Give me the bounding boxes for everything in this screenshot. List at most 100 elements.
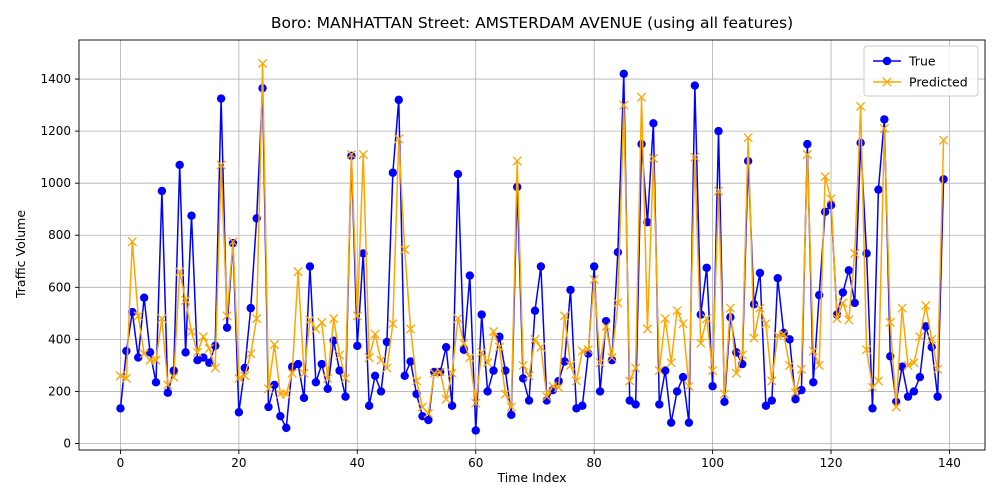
- data-point: [488, 326, 499, 337]
- x-tick-label: 100: [701, 456, 724, 470]
- chart-title: Boro: MANHATTAN Street: AMSTERDAM AVENUE…: [271, 14, 793, 32]
- data-point: [405, 324, 416, 334]
- data-point: [370, 329, 380, 339]
- data-point: [139, 293, 149, 302]
- data-point: [323, 384, 332, 394]
- data-point: [128, 307, 137, 317]
- data-point: [666, 358, 676, 368]
- data-point: [784, 360, 795, 371]
- data-point: [559, 311, 570, 321]
- data-point: [234, 373, 244, 384]
- data-point: [678, 372, 688, 382]
- data-point: [542, 396, 552, 405]
- data-point: [411, 376, 422, 386]
- data-point: [145, 348, 155, 357]
- data-point: [708, 382, 717, 391]
- x-tick-label: 20: [231, 456, 246, 470]
- data-point: [459, 338, 469, 348]
- data-point: [465, 271, 475, 280]
- data-point: [430, 367, 439, 377]
- data-point: [850, 248, 860, 259]
- data-point: [636, 92, 647, 102]
- data-point: [471, 426, 480, 435]
- data-point: [630, 363, 641, 373]
- y-tick-label: 1400: [40, 72, 71, 86]
- data-point: [276, 411, 285, 421]
- data-point: [672, 387, 682, 396]
- data-point: [915, 332, 925, 342]
- data-point: [548, 381, 558, 391]
- data-point: [281, 389, 291, 399]
- data-point: [151, 378, 161, 387]
- data-point: [873, 376, 884, 386]
- data-point: [335, 366, 344, 375]
- data-point: [939, 175, 948, 184]
- data-point: [341, 392, 350, 401]
- data-point: [530, 334, 540, 345]
- data-point: [536, 262, 546, 271]
- data-point: [506, 402, 516, 412]
- x-tick-label: 140: [938, 456, 961, 470]
- x-axis-label: Time Index: [497, 470, 567, 485]
- x-tick-label: 80: [587, 456, 602, 470]
- data-point: [115, 371, 126, 381]
- data-point: [755, 303, 765, 313]
- data-point: [477, 347, 487, 358]
- data-point: [305, 262, 315, 271]
- data-point: [820, 172, 830, 182]
- data-point: [844, 266, 854, 275]
- data-point: [672, 306, 682, 316]
- data-point: [589, 262, 599, 271]
- data-point: [578, 401, 587, 410]
- data-point: [122, 346, 131, 356]
- data-point: [921, 322, 930, 331]
- data-point: [453, 169, 463, 179]
- data-point: [181, 348, 190, 357]
- data-point: [204, 343, 214, 354]
- data-point: [465, 352, 475, 363]
- data-point: [518, 360, 528, 371]
- data-point: [938, 135, 949, 145]
- data-point: [773, 273, 782, 283]
- data-point: [791, 395, 800, 404]
- data-point: [927, 334, 937, 345]
- data-point: [879, 123, 889, 134]
- data-point: [394, 134, 404, 144]
- data-point: [299, 368, 309, 378]
- data-point: [477, 310, 486, 319]
- data-point: [607, 355, 617, 365]
- data-point: [655, 400, 664, 409]
- data-point: [560, 357, 569, 366]
- data-point: [376, 387, 386, 396]
- data-point: [542, 391, 552, 402]
- data-point: [263, 384, 274, 394]
- data-point: [507, 410, 516, 420]
- data-point: [494, 342, 505, 352]
- data-point: [803, 139, 812, 149]
- data-point: [790, 388, 801, 398]
- data-point: [382, 363, 392, 373]
- y-tick-label: 0: [63, 436, 71, 450]
- data-point: [625, 376, 635, 386]
- data-point: [820, 207, 830, 217]
- data-point: [222, 323, 232, 332]
- data-point: [897, 303, 907, 313]
- data-point: [216, 94, 226, 103]
- data-point: [577, 346, 587, 356]
- data-point: [933, 392, 942, 401]
- data-point: [228, 237, 238, 247]
- data-point: [696, 338, 706, 348]
- data-point: [915, 372, 925, 382]
- data-point: [601, 321, 611, 332]
- data-point: [192, 347, 203, 358]
- data-point: [282, 423, 291, 433]
- data-point: [625, 396, 634, 405]
- x-tick-label: 40: [350, 456, 365, 470]
- data-point: [850, 298, 859, 308]
- series-layer: [115, 58, 949, 435]
- data-point: [927, 342, 936, 352]
- data-point: [714, 126, 723, 136]
- data-point: [186, 326, 197, 337]
- data-point: [305, 315, 315, 325]
